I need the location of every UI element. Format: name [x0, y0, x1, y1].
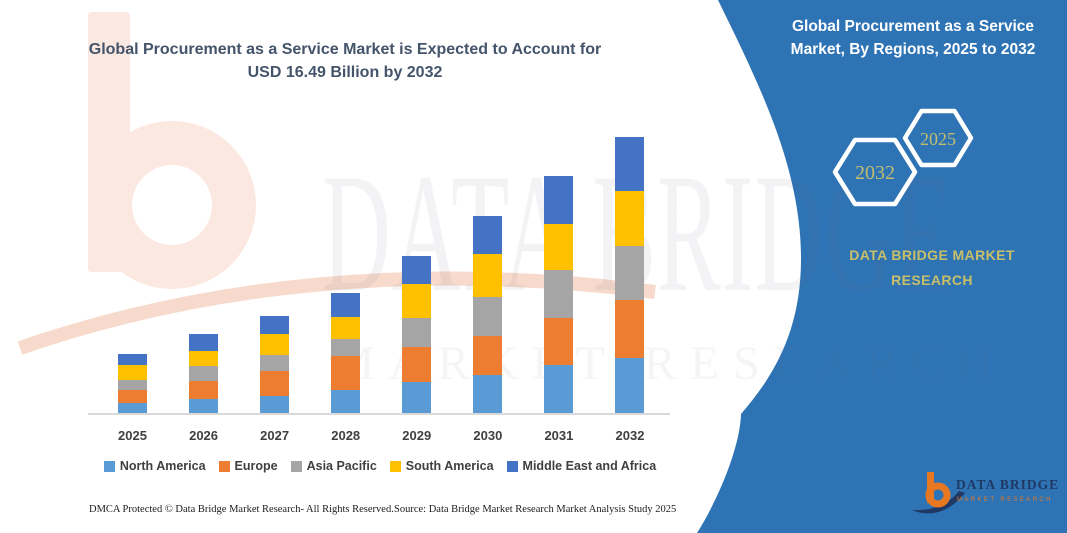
footer-dmca: DMCA Protected © Data Bridge Market Rese…: [89, 504, 394, 515]
x-axis-label-2029: 2029: [402, 428, 432, 443]
watermark-b-stem: [88, 12, 130, 272]
legend-swatch: [506, 460, 518, 472]
bar-segment-2028-south-america: [331, 316, 361, 340]
x-axis-label-2030: 2030: [473, 428, 503, 443]
legend-label: Middle East and Africa: [522, 459, 657, 473]
x-axis-label-2025: 2025: [118, 428, 147, 443]
side-panel-title-line2: Market, By Regions, 2025 to 2032: [790, 40, 1036, 58]
x-axis-label-2027: 2027: [260, 428, 290, 443]
logo-b-bowl: [925, 482, 951, 508]
bar-segment-2026-south-america: [189, 351, 219, 367]
bar-segment-2027-south-america: [260, 334, 290, 356]
bar-segment-2030-asia-pacific: [473, 296, 503, 336]
dbmr-logo: DATA BRIDGE MARKET RESEARCH: [912, 472, 1059, 514]
bar-segment-2030-north-america: [473, 374, 503, 413]
bar-segment-2032-middle-east-and-africa: [615, 137, 645, 191]
x-axis-label-2031: 2031: [544, 428, 574, 443]
bar-2029: [402, 255, 432, 413]
chart-title: Global Procurement as a Service Market i…: [72, 39, 618, 84]
side-panel-title-line1: Global Procurement as a Service: [791, 18, 1035, 35]
bar-2026: [189, 334, 219, 413]
bar-segment-2029-middle-east-and-africa: [402, 255, 432, 285]
brand-text: DATA BRIDGE MARKET RESEARCH: [818, 243, 1046, 293]
chart-title-line2: USD 16.49 Billion by 2032: [247, 63, 443, 81]
bar-segment-2028-europe: [331, 356, 361, 390]
bar-segment-2029-asia-pacific: [402, 317, 432, 347]
side-panel-title: Global Procurement as a Service Market, …: [772, 16, 1054, 61]
legend-item-south-america: South America: [389, 459, 494, 473]
x-axis-line: [88, 413, 670, 415]
x-axis-label-2032: 2032: [615, 428, 645, 443]
bar-segment-2025-asia-pacific: [118, 379, 147, 390]
footer-source: Source: Data Bridge Market Research Mark…: [394, 504, 677, 515]
legend-label: Europe: [234, 459, 278, 473]
bar-2028: [331, 293, 361, 413]
bar-segment-2030-europe: [473, 336, 503, 375]
bar-segment-2030-south-america: [473, 254, 503, 297]
legend-swatch: [218, 460, 230, 472]
bar-segment-2028-asia-pacific: [331, 339, 361, 357]
bar-segment-2031-europe: [544, 317, 574, 366]
bar-segment-2027-middle-east-and-africa: [260, 316, 290, 335]
bar-2032: [615, 137, 645, 413]
brand-text-line2: RESEARCH: [891, 272, 973, 288]
bar-2027: [260, 316, 290, 413]
legend-item-asia-pacific: Asia Pacific: [290, 459, 377, 473]
legend-item-middle-east-and-africa: Middle East and Africa: [506, 459, 657, 473]
hexagon-badges: 2032 2025: [832, 108, 974, 207]
x-axis-label-2028: 2028: [331, 428, 361, 443]
watermark-logo: [17, 12, 656, 355]
bar-segment-2025-north-america: [118, 403, 147, 413]
bar-segment-2025-europe: [118, 389, 147, 403]
bar-2025: [118, 353, 147, 413]
logo-tagline: MARKET RESEARCH: [957, 497, 1053, 503]
bar-segment-2032-asia-pacific: [615, 245, 645, 301]
legend-item-north-america: North America: [103, 459, 206, 473]
legend-label: Asia Pacific: [306, 459, 377, 473]
bar-segment-2031-south-america: [544, 223, 574, 270]
legend-item-europe: Europe: [218, 459, 278, 473]
logo-name: DATA BRIDGE: [956, 477, 1059, 492]
bar-segment-2027-asia-pacific: [260, 355, 290, 372]
bar-segment-2031-north-america: [544, 365, 574, 413]
bar-segment-2025-south-america: [118, 365, 147, 380]
bar-segment-2031-asia-pacific: [544, 269, 574, 318]
legend-label: North America: [119, 459, 206, 473]
bar-segment-2030-middle-east-and-africa: [473, 216, 503, 255]
bar-segment-2031-middle-east-and-africa: [544, 176, 574, 224]
bar-segment-2028-middle-east-and-africa: [331, 293, 361, 317]
chart-title-line1: Global Procurement as a Service Market i…: [88, 41, 602, 58]
chart-legend: North America Europe Asia Pacific South Ame…: [58, 459, 702, 473]
bar-2030: [473, 216, 503, 413]
legend-swatch: [389, 460, 401, 472]
bar-segment-2027-north-america: [260, 396, 290, 413]
bar-segment-2026-north-america: [189, 398, 219, 413]
bar-segment-2026-asia-pacific: [189, 366, 219, 382]
legend-swatch: [290, 460, 302, 472]
legend-swatch: [103, 460, 115, 472]
legend-label: South America: [405, 459, 494, 473]
hexagon-2032-label: 2032: [855, 162, 895, 184]
bar-segment-2032-south-america: [615, 190, 645, 246]
bar-segment-2025-middle-east-and-africa: [118, 353, 147, 366]
watermark-b-bowl-hole: [132, 165, 212, 245]
bar-segment-2029-south-america: [402, 284, 432, 318]
bar-segment-2026-middle-east-and-africa: [189, 334, 219, 352]
bar-segment-2028-north-america: [331, 389, 361, 413]
bar-segment-2027-europe: [260, 371, 290, 397]
x-axis-label-2026: 2026: [189, 428, 219, 443]
bar-2031: [544, 176, 574, 413]
bar-segment-2029-north-america: [402, 382, 432, 413]
bar-segment-2026-europe: [189, 381, 219, 399]
bar-segment-2032-north-america: [615, 357, 645, 413]
bar-segment-2029-europe: [402, 346, 432, 382]
brand-text-line1: DATA BRIDGE MARKET: [849, 247, 1015, 263]
bar-segment-2032-europe: [615, 300, 645, 358]
bar-chart: [88, 137, 670, 413]
hexagon-2025-label: 2025: [920, 129, 956, 149]
